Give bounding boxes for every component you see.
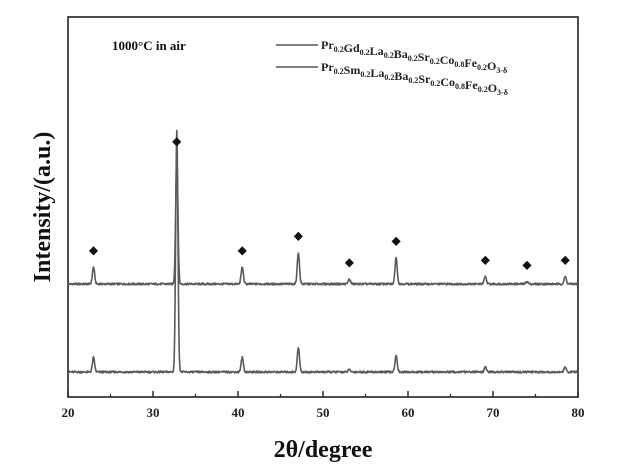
peak-marker-diamond: ◆ <box>481 253 491 267</box>
peak-marker-diamond: ◆ <box>522 258 532 272</box>
legend-subscript: 0.2 <box>334 67 344 76</box>
legend-subscript: 0.2 <box>478 85 488 94</box>
peak-marker-diamond: ◆ <box>391 233 401 247</box>
legend-subscript: 0.2 <box>408 76 418 85</box>
x-tick-label: 40 <box>232 405 245 420</box>
legend-subscript: 0.8 <box>455 82 465 91</box>
series-line-0 <box>68 159 578 285</box>
legend-element: Sr <box>418 72 431 86</box>
legend-subscript: 0.2 <box>430 79 440 88</box>
legend-subscript: 0.2 <box>430 57 440 66</box>
legend-subscript: 0.2 <box>477 63 487 72</box>
legend-subscript: 0.8 <box>454 60 464 69</box>
peak-marker-diamond: ◆ <box>294 229 304 243</box>
legend-element: Ba <box>394 69 408 83</box>
legend-element: Gd <box>344 41 360 55</box>
x-tick-label: 50 <box>317 405 330 420</box>
legend-element: La <box>370 44 384 58</box>
x-tick-label: 20 <box>62 405 75 420</box>
peak-markers: ◆ ◆ ◆ ◆ ◆ ◆ ◆ ◆ ◆ <box>89 134 571 271</box>
x-tick-label: 30 <box>147 405 160 420</box>
peak-marker-diamond: ◆ <box>89 243 99 257</box>
legend-element: Co <box>440 75 455 89</box>
legend-subscript: 0.2 <box>384 73 394 82</box>
peak-marker-diamond: ◆ <box>345 255 355 269</box>
legend-element: Pr <box>321 60 334 74</box>
legend-subscript: 0.2 <box>408 54 418 63</box>
legend-subscript: 0.2 <box>334 45 344 54</box>
legend-subscript: 3-δ <box>496 66 507 75</box>
x-tick-label: 70 <box>487 405 500 420</box>
x-tick-label: 80 <box>572 405 585 420</box>
legend-subscript: 0.2 <box>384 51 394 60</box>
x-tick-label: 60 <box>402 405 415 420</box>
legend-element: Ba <box>394 47 408 61</box>
legend-element: La <box>370 66 384 80</box>
legend-element: Pr <box>321 38 334 52</box>
legend-element: Fe <box>465 78 478 92</box>
peak-marker-diamond: ◆ <box>172 134 182 148</box>
x-axis-title: 2θ/degree <box>274 437 373 463</box>
legend-subscript: 3-δ <box>497 88 508 97</box>
peak-marker-diamond: ◆ <box>238 243 248 257</box>
legend-subscript: 0.2 <box>360 70 370 79</box>
legend-element: O <box>487 59 496 73</box>
condition-annotation: 1000°C in air <box>112 38 186 53</box>
legend-element: Fe <box>464 56 477 70</box>
series-line-1 <box>68 130 578 373</box>
peak-marker-diamond: ◆ <box>561 253 571 267</box>
x-axis-ticks: 20 30 40 50 60 70 80 <box>62 391 585 420</box>
y-axis-title: Intensity/(a.u.) <box>30 132 56 283</box>
legend-element: Sm <box>344 63 361 77</box>
legend-element: O <box>488 81 497 95</box>
legend: Pr0.2Gd0.2La0.2Ba0.2Sr0.2Co0.8Fe0.2O3-δ … <box>276 38 508 97</box>
legend-element: Co <box>440 53 455 67</box>
legend-element: Sr <box>418 50 431 64</box>
series-layer <box>68 130 578 373</box>
legend-subscript: 0.2 <box>360 48 370 57</box>
